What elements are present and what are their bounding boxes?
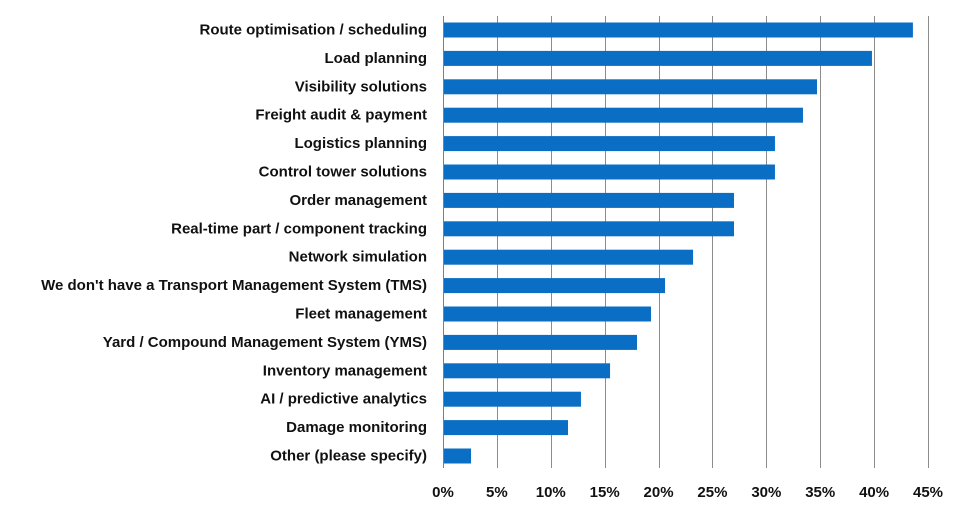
bar: [444, 249, 694, 265]
category-label: Load planning: [325, 50, 428, 67]
bar: [444, 164, 775, 180]
bar: [444, 278, 666, 294]
category-label: Yard / Compound Management System (YMS): [103, 334, 427, 351]
category-label: Order management: [289, 192, 427, 209]
bar: [444, 79, 817, 95]
category-label: Freight audit & payment: [255, 107, 427, 124]
x-tick-label: 5%: [486, 484, 508, 501]
x-tick-label: 40%: [859, 484, 889, 501]
bar: [444, 50, 872, 66]
category-label: Damage monitoring: [286, 419, 427, 436]
x-tick-label: 25%: [697, 484, 727, 501]
x-tick-label: 10%: [536, 484, 566, 501]
x-tick-label: 30%: [751, 484, 781, 501]
category-label: Other (please specify): [270, 448, 427, 465]
category-labels: Route optimisation / scheduling Load plan…: [41, 22, 427, 465]
bar: [444, 22, 913, 38]
category-label: Logistics planning: [294, 135, 427, 152]
bar: [444, 306, 652, 322]
bar: [444, 136, 775, 152]
x-axis-tick-labels: 0% 5% 10% 15% 20% 25% 30% 35% 40% 45%: [432, 484, 943, 501]
category-label: Real-time part / component tracking: [171, 220, 427, 237]
bar: [444, 448, 472, 464]
bar: [444, 192, 734, 208]
x-tick-label: 0%: [432, 484, 454, 501]
x-tick-label: 35%: [805, 484, 835, 501]
bar: [444, 107, 803, 123]
x-tick-label: 20%: [644, 484, 674, 501]
category-label: Fleet management: [295, 306, 427, 323]
x-tick-label: 45%: [913, 484, 943, 501]
category-label: Inventory management: [263, 362, 427, 379]
bar: [444, 221, 734, 237]
bar: [444, 391, 581, 407]
x-tick-label: 15%: [590, 484, 620, 501]
category-label: Control tower solutions: [259, 164, 427, 181]
bar: [444, 420, 569, 436]
category-label: Visibility solutions: [295, 78, 427, 95]
bar: [444, 363, 611, 379]
bar: [444, 334, 637, 350]
category-label: Network simulation: [289, 249, 427, 266]
category-label: Route optimisation / scheduling: [199, 22, 427, 39]
bars: [444, 22, 913, 464]
category-label: AI / predictive analytics: [260, 391, 427, 408]
category-label: We don't have a Transport Management Sys…: [41, 277, 427, 294]
